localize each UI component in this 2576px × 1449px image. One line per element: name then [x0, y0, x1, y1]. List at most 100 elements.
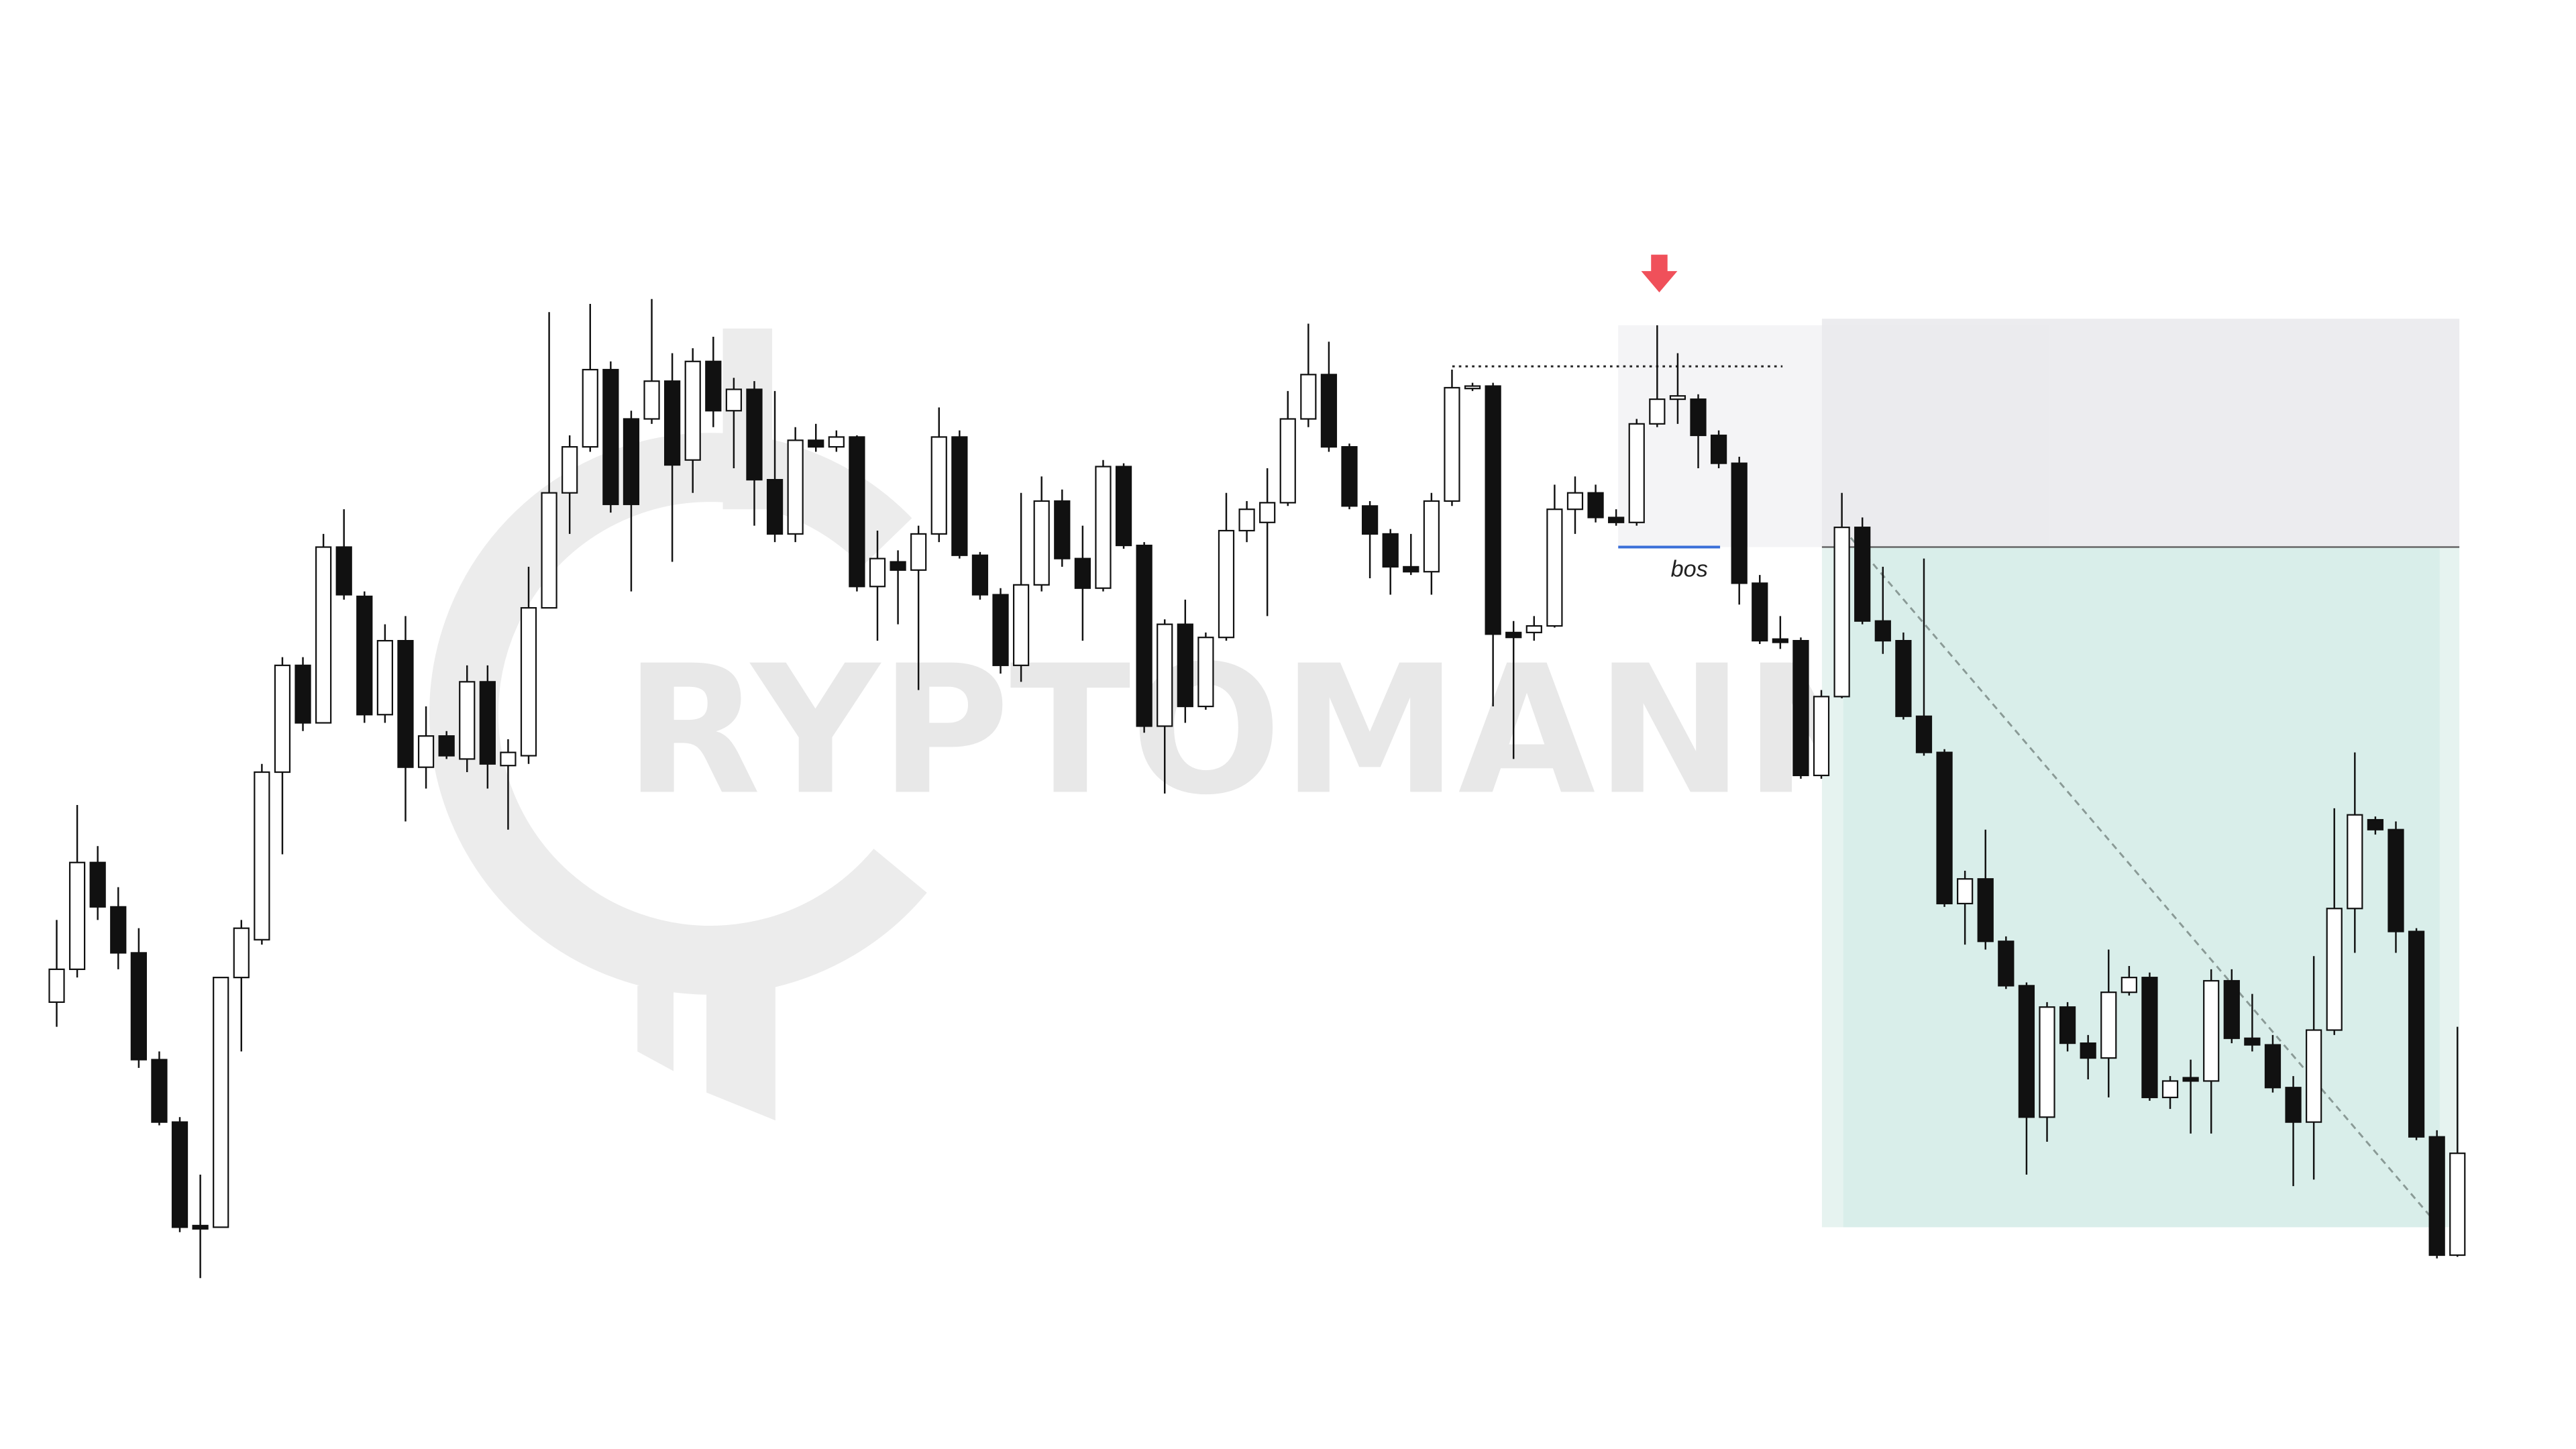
- bullish-body: [1464, 385, 1481, 390]
- bullish-body: [1423, 500, 1440, 573]
- bullish-body: [1957, 878, 1974, 905]
- logo-base: [637, 985, 775, 1121]
- bearish-body: [2141, 977, 2158, 1099]
- bearish-body: [1361, 505, 1379, 535]
- bullish-body: [213, 977, 229, 1228]
- bearish-body: [1731, 462, 1748, 584]
- bearish-body: [1854, 527, 1871, 622]
- bearish-body: [1977, 878, 1994, 943]
- bearish-body: [1998, 941, 2015, 987]
- bullish-body: [1546, 508, 1563, 627]
- bearish-body: [1752, 582, 1768, 642]
- bearish-body: [1136, 544, 1152, 727]
- bearish-body: [1485, 385, 1501, 635]
- bearish-body: [151, 1059, 168, 1123]
- bearish-body: [2059, 1006, 2076, 1044]
- bearish-body: [1505, 631, 1522, 639]
- bearish-body: [1690, 398, 1707, 437]
- bearish-body: [746, 388, 763, 481]
- bearish-body: [2387, 828, 2404, 932]
- bullish-body: [1649, 398, 1666, 425]
- bearish-body: [1587, 492, 1604, 519]
- bearish-body: [2285, 1087, 2302, 1123]
- bullish-body: [1238, 508, 1255, 532]
- bearish-body: [171, 1121, 189, 1228]
- bullish-body: [725, 388, 743, 412]
- bullish-body: [2161, 1080, 2179, 1099]
- bullish-body: [1525, 625, 1542, 633]
- bullish-body: [417, 735, 435, 768]
- bearish-body: [2367, 818, 2384, 830]
- bearish-body: [1608, 517, 1625, 523]
- bearish-body: [1895, 640, 1912, 717]
- bearish-body: [1915, 715, 1933, 753]
- bullish-body: [2449, 1152, 2466, 1256]
- bullish-body: [1669, 395, 1686, 400]
- bullish-body: [520, 607, 537, 757]
- bullish-body: [1197, 637, 1214, 708]
- bullish-body: [582, 368, 598, 448]
- bullish-body: [869, 557, 886, 588]
- bullish-body: [930, 436, 947, 535]
- bearish-body: [479, 681, 496, 765]
- bearish-body: [664, 380, 681, 466]
- bearish-body: [2223, 979, 2240, 1039]
- trend-dashed-line: [1842, 528, 2440, 1228]
- bullish-body: [1566, 492, 1584, 511]
- bearish-body: [2080, 1042, 2096, 1059]
- bearish-body: [335, 546, 352, 596]
- bullish-body: [233, 927, 250, 979]
- bullish-body: [2347, 814, 2363, 910]
- bullish-body: [274, 664, 291, 773]
- candles: [48, 299, 2466, 1279]
- bullish-body: [68, 861, 86, 970]
- bearish-body: [808, 439, 824, 448]
- bullish-body: [2326, 908, 2343, 1031]
- bullish-body: [910, 533, 927, 571]
- bullish-body: [1833, 527, 1850, 698]
- bearish-body: [294, 664, 311, 724]
- bullish-body: [1279, 418, 1296, 504]
- bullish-body: [1300, 374, 1317, 420]
- bearish-body: [2244, 1037, 2261, 1046]
- bearish-body: [766, 479, 784, 535]
- bearish-body: [1710, 434, 1727, 464]
- bullish-body: [828, 436, 845, 448]
- bearish-body: [1054, 500, 1071, 559]
- bullish-body: [787, 439, 804, 535]
- bullish-body: [1157, 623, 1173, 727]
- bullish-body: [2203, 979, 2220, 1082]
- red-arrow: [1641, 254, 1678, 292]
- bearish-body: [951, 436, 968, 556]
- bearish-body: [849, 436, 865, 588]
- bos-label: bos: [1671, 557, 1708, 582]
- bearish-body: [705, 360, 722, 412]
- bearish-body: [110, 906, 127, 954]
- bullish-body: [2121, 977, 2137, 994]
- bullish-body: [684, 360, 701, 461]
- bearish-body: [602, 368, 619, 505]
- bullish-body: [561, 446, 578, 494]
- bearish-body: [2264, 1044, 2282, 1089]
- bullish-body: [643, 380, 660, 420]
- bearish-body: [1177, 623, 1193, 708]
- bearish-body: [1115, 466, 1132, 547]
- bullish-body: [2306, 1029, 2322, 1123]
- bullish-body: [459, 681, 476, 760]
- bearish-body: [1341, 446, 1358, 507]
- stop-zone: [1821, 319, 2460, 547]
- bullish-body: [315, 546, 332, 724]
- bullish-body: [1012, 584, 1030, 666]
- bullish-body: [1033, 500, 1050, 586]
- bearish-body: [438, 735, 455, 757]
- bullish-body: [1628, 423, 1645, 523]
- bullish-body: [541, 492, 557, 609]
- bearish-body: [992, 594, 1009, 666]
- bearish-body: [1936, 751, 1953, 905]
- bearish-body: [89, 861, 106, 908]
- bullish-body: [500, 751, 517, 767]
- bullish-body: [2039, 1006, 2055, 1118]
- bearish-body: [890, 561, 906, 571]
